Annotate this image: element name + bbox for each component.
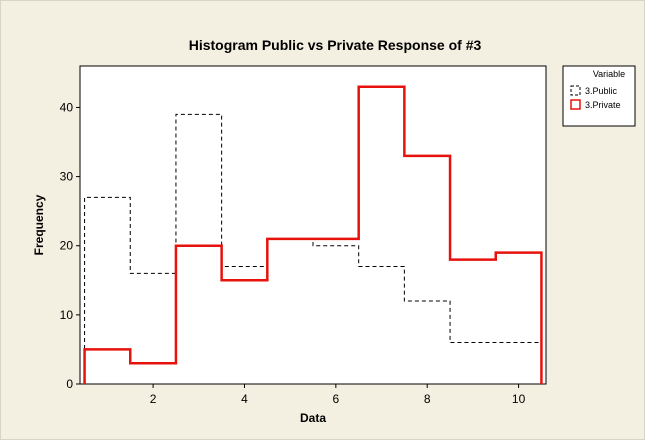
- plot-area: [79, 65, 547, 385]
- y-axis-label: Frequency: [32, 194, 46, 255]
- legend-swatch-public: [570, 85, 581, 96]
- x-tick-label: 2: [150, 392, 157, 406]
- legend: Variable 3.Public 3.Private: [562, 65, 636, 127]
- x-tick-label: 4: [241, 392, 248, 406]
- x-tick-label: 8: [424, 392, 431, 406]
- y-tick-label: 20: [60, 239, 74, 253]
- y-axis-ticks: 0 10 20 30 40: [60, 100, 80, 391]
- legend-box: [562, 65, 636, 127]
- y-tick-label: 40: [60, 100, 74, 114]
- legend-title: Variable: [593, 69, 625, 79]
- legend-label-public: 3.Public: [585, 86, 618, 96]
- x-axis-ticks: 2 4 6 8 10: [150, 384, 526, 406]
- series-3-private-line: [83, 85, 543, 384]
- legend-swatch-private: [570, 99, 581, 110]
- legend-label-private: 3.Private: [585, 100, 621, 110]
- x-axis-label: Data: [300, 411, 326, 425]
- y-tick-label: 0: [66, 377, 73, 391]
- y-tick-label: 10: [60, 308, 74, 322]
- x-tick-label: 10: [512, 392, 526, 406]
- y-tick-label: 30: [60, 170, 74, 184]
- chart-title: Histogram Public vs Private Response of …: [189, 37, 482, 53]
- x-tick-label: 6: [332, 392, 339, 406]
- series-layer: [83, 85, 543, 384]
